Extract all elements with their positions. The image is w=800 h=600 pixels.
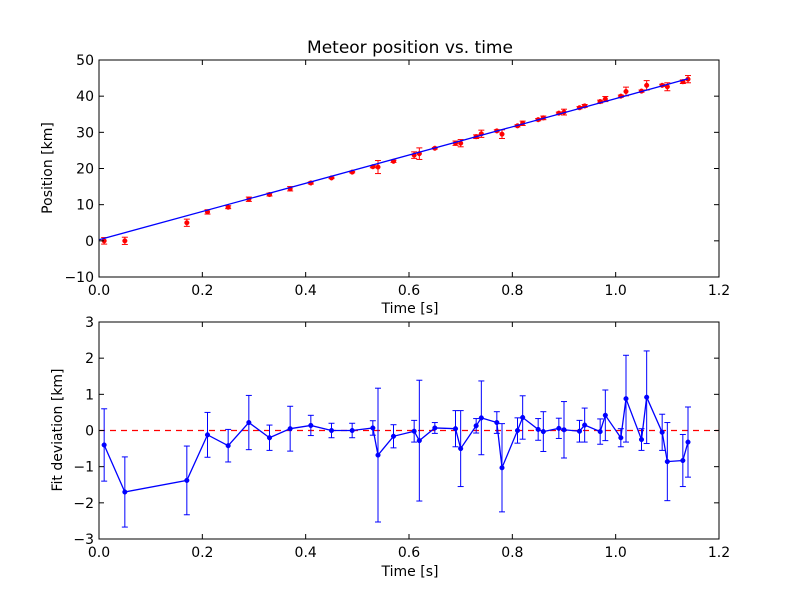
data-point (349, 427, 355, 434)
data-point (225, 204, 231, 210)
data-point (122, 489, 128, 495)
y-tick-label: −3 (73, 532, 94, 548)
fit-line (98, 78, 689, 241)
data-point (184, 477, 190, 483)
data-point (375, 452, 381, 458)
data-point (390, 433, 397, 439)
data-point (204, 432, 211, 438)
y-tick-label: 2 (85, 351, 94, 367)
data-point (499, 131, 505, 137)
data-point (328, 427, 335, 434)
y-axis-label: Position [km] (40, 122, 56, 214)
y-tick-label: 0 (85, 424, 94, 440)
y-tick-label: 20 (76, 162, 94, 178)
y-tick-label: 30 (76, 125, 94, 141)
data-point (514, 427, 521, 434)
data-point (540, 429, 546, 435)
x-tick-label: 0.0 (88, 283, 110, 299)
y-tick-label: 1 (85, 387, 94, 403)
y-tick-label: −1 (73, 460, 94, 476)
x-tick-label: 0.2 (191, 545, 213, 561)
x-tick-label: 0.8 (501, 283, 523, 299)
data-point (432, 425, 438, 431)
data-point (623, 396, 629, 402)
data-point (101, 442, 107, 448)
data-point (680, 457, 686, 464)
x-tick-label: 0.2 (191, 283, 213, 299)
deviation-plot-ticks: 0.0 0.2 0.4 0.6 0.8 1.0 1.2 −3 −2 −1 0 1 2 3 (73, 315, 730, 561)
data-point (561, 427, 567, 433)
data-point (246, 419, 252, 426)
y-tick-label: 3 (85, 315, 94, 331)
data-point (623, 88, 629, 95)
x-tick-label: 0.6 (398, 545, 420, 561)
data-point (411, 428, 417, 434)
x-tick-label: 0.6 (398, 283, 420, 299)
data-point (452, 426, 459, 432)
x-tick-label: 0.4 (295, 283, 317, 299)
data-point (184, 220, 190, 226)
data-point (535, 426, 541, 432)
y-tick-label: 10 (76, 198, 94, 214)
data-point (308, 422, 314, 428)
x-axis-label: Time [s] (381, 564, 439, 580)
x-tick-label: 1.0 (605, 545, 627, 561)
deviation-plot: 0.0 0.2 0.4 0.6 0.8 1.0 1.2 −3 −2 −1 0 1 2 3 Time [s]… (50, 315, 730, 580)
data-point (375, 164, 381, 170)
data-point (618, 435, 624, 441)
x-axis-label: Time [s] (381, 301, 439, 317)
data-point (266, 435, 273, 441)
chart-title: Meteor position vs. time (307, 38, 513, 58)
data-point (644, 82, 650, 88)
data-point (370, 425, 376, 431)
y-tick-label: −2 (73, 496, 94, 512)
data-point (225, 443, 231, 449)
x-tick-label: 1.2 (708, 545, 730, 561)
position-plot-ticks: 0.0 0.2 0.4 0.6 0.8 1.0 1.2 −10 0 10 20 30 40 50 (64, 53, 730, 299)
data-point (664, 459, 670, 465)
data-point (494, 419, 500, 426)
y-tick-label: 40 (76, 89, 94, 105)
x-tick-label: 1.0 (605, 283, 627, 299)
deviation-plot-marks (99, 350, 719, 528)
data-point (582, 422, 588, 428)
data-point (478, 415, 484, 421)
data-point (122, 238, 128, 244)
data-point (473, 423, 479, 429)
x-tick-label: 0.4 (295, 545, 317, 561)
position-plot-marks (98, 75, 691, 245)
y-axis-label: Fit deviation [km] (50, 368, 66, 491)
data-point (416, 438, 422, 444)
data-point (287, 426, 293, 432)
data-point (576, 428, 583, 434)
x-tick-label: 0.8 (501, 545, 523, 561)
data-point (602, 412, 608, 418)
data-point (597, 429, 603, 435)
y-tick-label: 50 (76, 53, 94, 69)
x-tick-label: 1.2 (708, 283, 730, 299)
data-point (644, 394, 650, 400)
y-tick-label: −10 (64, 270, 94, 286)
data-point (659, 429, 665, 435)
data-point (458, 446, 464, 452)
y-tick-label: 0 (85, 234, 94, 250)
data-point (685, 439, 691, 445)
data-point (520, 414, 526, 421)
position-plot: Meteor position vs. time 0.0 0.2 0.4 0.6 0.8… (40, 38, 730, 317)
x-tick-label: 0.0 (88, 545, 110, 561)
data-point (499, 465, 505, 471)
data-point (638, 436, 645, 443)
data-point (556, 425, 562, 431)
